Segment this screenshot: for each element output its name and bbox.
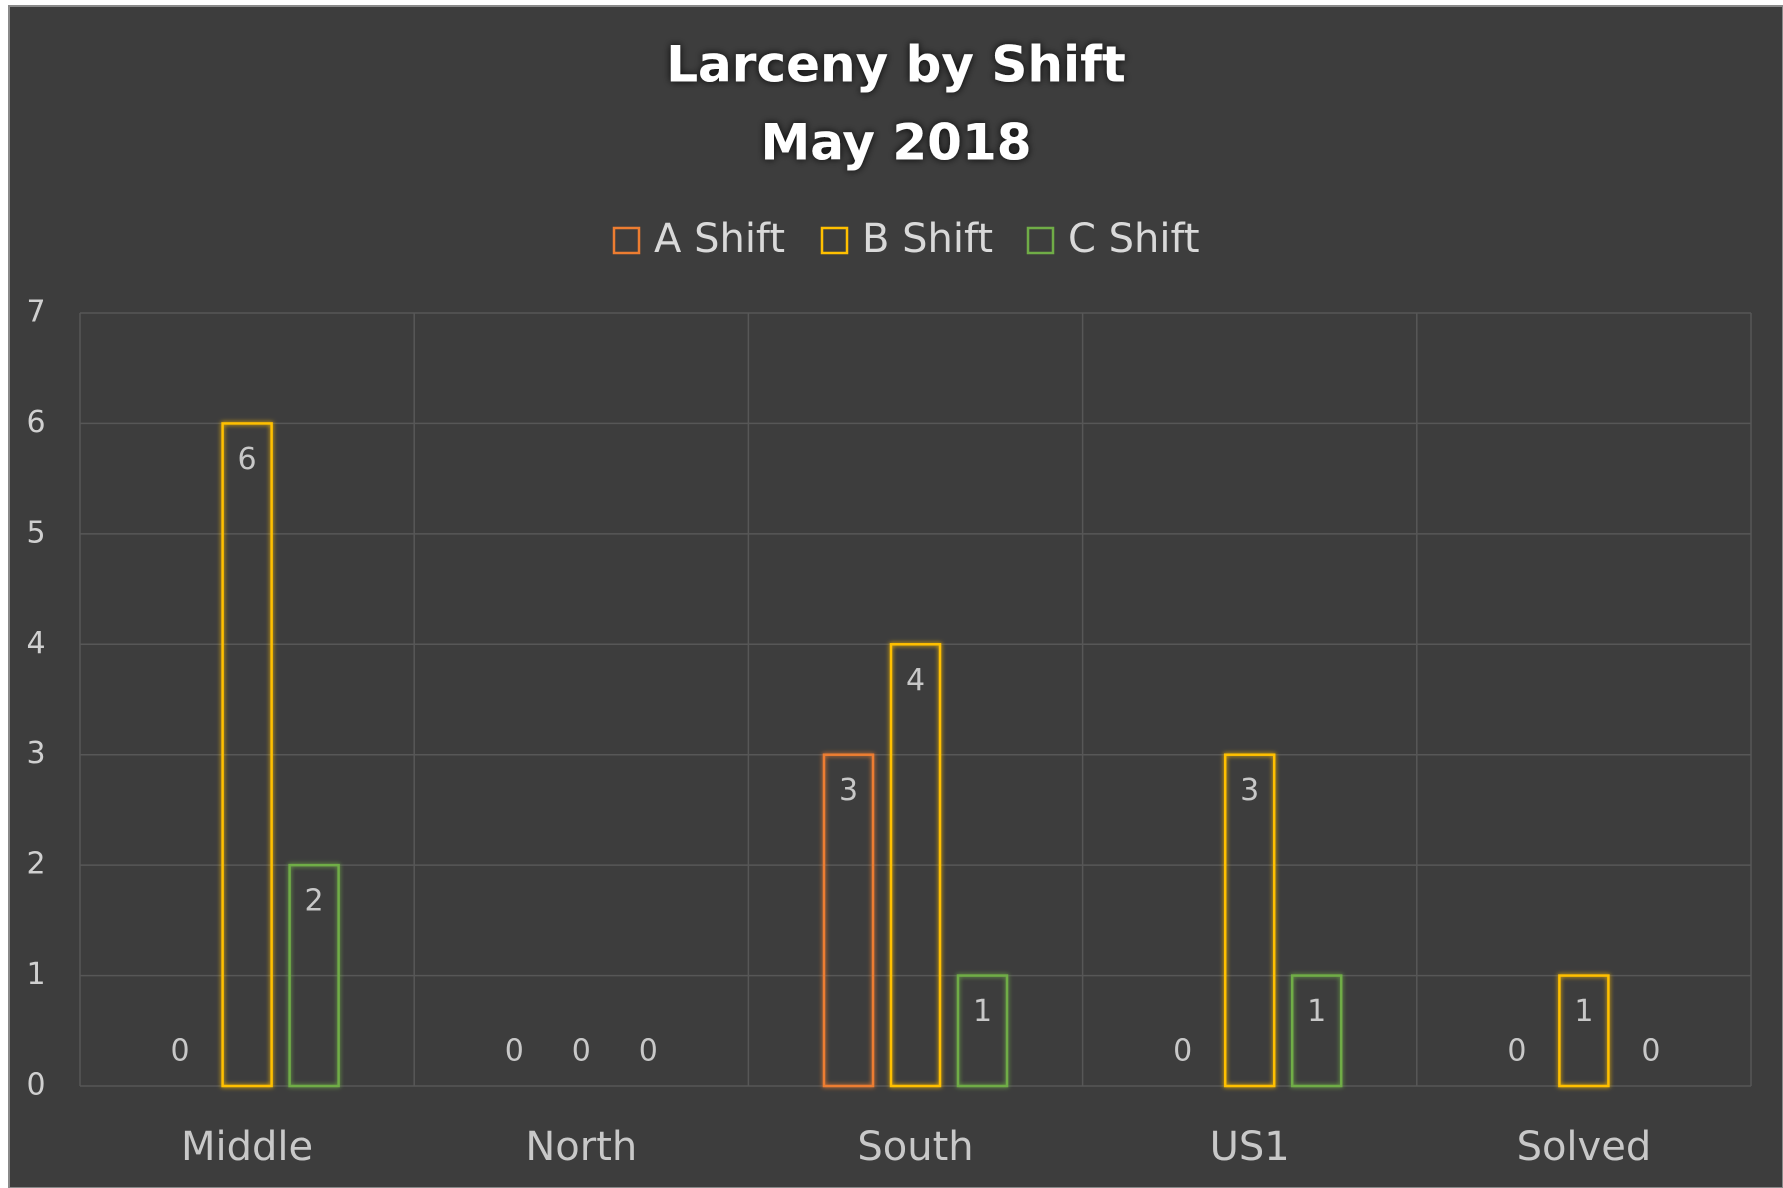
data-label: 3 bbox=[839, 773, 858, 808]
bar bbox=[1223, 753, 1276, 1088]
x-tick-label: US1 bbox=[1210, 1124, 1290, 1170]
data-label: 0 bbox=[171, 1034, 190, 1069]
bar bbox=[221, 422, 273, 1088]
y-tick-label: 4 bbox=[26, 626, 45, 661]
y-tick-label: 2 bbox=[26, 847, 45, 882]
legend-label: A Shift bbox=[654, 216, 785, 262]
x-tick-label: Solved bbox=[1517, 1124, 1652, 1170]
bar bbox=[1558, 974, 1610, 1088]
y-tick-label: 5 bbox=[26, 515, 45, 550]
bar bbox=[889, 643, 942, 1088]
legend-swatch bbox=[820, 226, 849, 255]
legend-swatch bbox=[1026, 226, 1055, 255]
data-label: 0 bbox=[572, 1034, 591, 1069]
data-label: 0 bbox=[1173, 1034, 1192, 1069]
data-label: 4 bbox=[906, 663, 925, 698]
bar bbox=[956, 974, 1009, 1088]
y-tick-label: 7 bbox=[26, 295, 45, 330]
bar bbox=[288, 863, 340, 1088]
data-label: 0 bbox=[1641, 1034, 1660, 1069]
x-tick-label: North bbox=[525, 1124, 637, 1170]
data-label: 3 bbox=[1240, 773, 1259, 808]
data-label: 1 bbox=[973, 994, 992, 1029]
y-tick-label: 6 bbox=[26, 405, 45, 440]
bar bbox=[1290, 974, 1343, 1088]
y-tick-label: 0 bbox=[26, 1068, 45, 1103]
y-tick-label: 1 bbox=[26, 957, 45, 992]
data-label: 0 bbox=[1507, 1034, 1526, 1069]
chart-subtitle: May 2018 bbox=[760, 114, 1031, 172]
legend-swatch bbox=[612, 226, 641, 255]
chart-background bbox=[8, 5, 1783, 1188]
data-label: 1 bbox=[1307, 994, 1326, 1029]
chart-title: Larceny by Shift bbox=[666, 36, 1126, 94]
legend-label: B Shift bbox=[862, 216, 993, 262]
data-label: 0 bbox=[639, 1034, 658, 1069]
legend-label: C Shift bbox=[1068, 216, 1200, 262]
data-label: 6 bbox=[238, 442, 257, 477]
bar bbox=[822, 753, 875, 1088]
y-tick-label: 3 bbox=[26, 736, 45, 771]
x-tick-label: Middle bbox=[181, 1124, 313, 1170]
data-label: 1 bbox=[1574, 994, 1593, 1029]
x-tick-label: South bbox=[857, 1124, 973, 1170]
data-label: 2 bbox=[305, 884, 324, 919]
data-label: 0 bbox=[505, 1034, 524, 1069]
